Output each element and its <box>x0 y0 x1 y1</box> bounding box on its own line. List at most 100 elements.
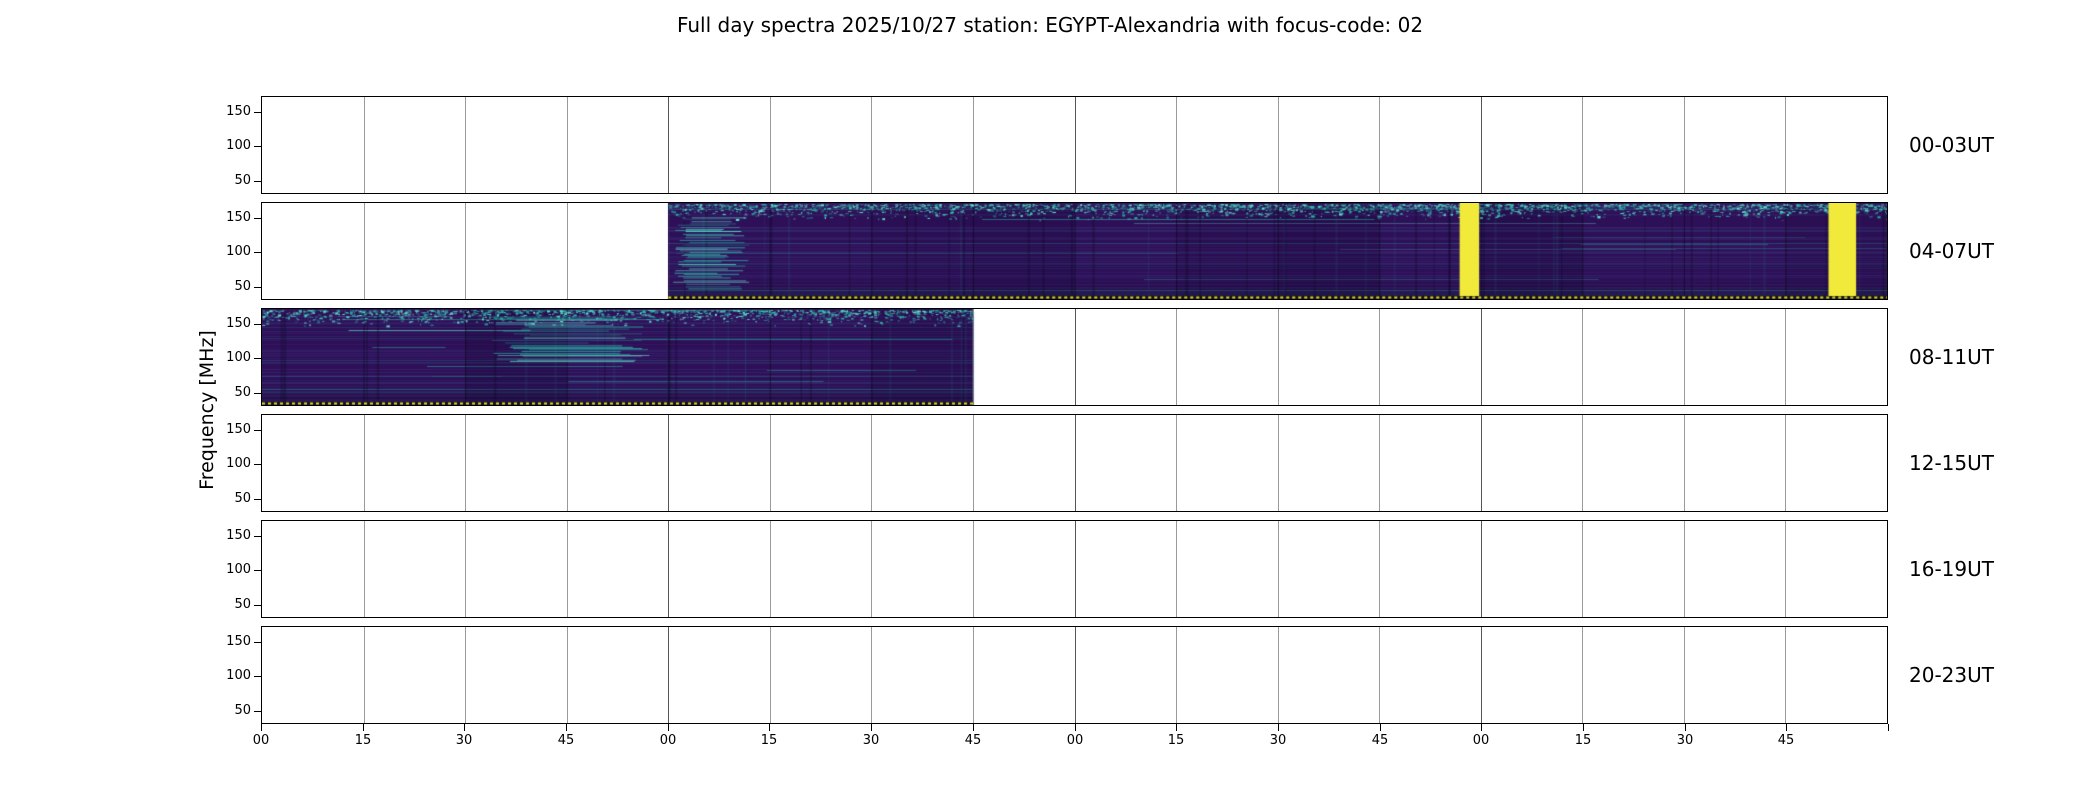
gridline-15min <box>1683 97 1685 193</box>
x-tick-label: 30 <box>1269 733 1287 748</box>
gridline-15min <box>972 415 974 511</box>
gridline-15min <box>1582 521 1584 617</box>
gridline-15min <box>1785 627 1787 723</box>
y-tick-mark <box>254 324 261 325</box>
spectra-panel-16-19UT: 150 100 50 16-19UT <box>226 520 1994 618</box>
y-tick-mark <box>254 146 261 147</box>
x-tick-mark <box>769 724 770 731</box>
x-tick-label: 00 <box>252 733 270 748</box>
x-tick-label: 15 <box>1574 733 1592 748</box>
gridline-15min <box>871 521 873 617</box>
y-tick-mark <box>254 605 261 606</box>
gridline-15min <box>1683 415 1685 511</box>
gridline-15min <box>1582 627 1584 723</box>
gridline-15min <box>1785 97 1787 193</box>
gridline-15min <box>566 521 568 617</box>
x-tick-mark <box>1380 724 1381 731</box>
gridline-15min <box>465 97 467 193</box>
y-tick-mark <box>254 676 261 677</box>
y-tick-mark <box>254 499 261 500</box>
y-tick-label: 50 <box>234 279 251 294</box>
gridline-15min <box>1176 627 1178 723</box>
gridline-15min <box>566 97 568 193</box>
gridline-hour <box>1074 521 1076 617</box>
spectra-panel-12-15UT: 150 100 50 12-15UT <box>226 414 1994 512</box>
gridline-15min <box>1176 415 1178 511</box>
gridline-15min <box>1379 521 1381 617</box>
gridline-hour <box>668 521 670 617</box>
gridline-15min <box>769 415 771 511</box>
x-tick-label: 15 <box>760 733 778 748</box>
gridline-15min <box>1683 521 1685 617</box>
row-label-00-03UT: 00-03UT <box>1909 133 1994 157</box>
gridline-hour <box>1074 627 1076 723</box>
y-tick-label: 150 <box>226 634 251 649</box>
spectrogram-08-11UT <box>262 309 1887 405</box>
y-tick-label: 100 <box>226 350 251 365</box>
x-tick-label: 30 <box>862 733 880 748</box>
spectrogram-04-07UT <box>262 203 1887 299</box>
x-tick-mark <box>973 724 974 731</box>
x-tick-mark <box>363 724 364 731</box>
y-tick-mark <box>254 393 261 394</box>
row-label-12-15UT: 12-15UT <box>1909 451 1994 475</box>
gridline-15min <box>1277 415 1279 511</box>
gridline-15min <box>871 627 873 723</box>
y-tick-mark <box>254 430 261 431</box>
x-tick-label: 15 <box>354 733 372 748</box>
y-tick-label: 50 <box>234 703 251 718</box>
gridline-15min <box>465 415 467 511</box>
y-tick-label: 100 <box>226 456 251 471</box>
y-tick-mark <box>254 218 261 219</box>
y-tick-label: 100 <box>226 244 251 259</box>
x-tick-mark <box>1278 724 1279 731</box>
gridline-15min <box>769 521 771 617</box>
gridline-15min <box>363 415 365 511</box>
y-tick-label: 150 <box>226 316 251 331</box>
gridline-15min <box>1176 97 1178 193</box>
gridline-15min <box>871 415 873 511</box>
x-tick-label: 45 <box>964 733 982 748</box>
x-tick-label: 00 <box>1472 733 1490 748</box>
y-tick-mark <box>254 112 261 113</box>
y-tick-mark <box>254 287 261 288</box>
x-tick-mark <box>1176 724 1177 731</box>
x-tick-mark <box>261 724 262 731</box>
y-tick-mark <box>254 570 261 571</box>
x-tick-mark <box>1481 724 1482 731</box>
y-tick-label: 150 <box>226 528 251 543</box>
x-tick-label: 00 <box>659 733 677 748</box>
gridline-15min <box>1277 97 1279 193</box>
y-tick-label: 100 <box>226 562 251 577</box>
gridline-15min <box>363 627 365 723</box>
gridline-15min <box>972 97 974 193</box>
gridline-hour <box>668 415 670 511</box>
x-tick-mark <box>1685 724 1686 731</box>
x-tick-mark <box>1075 724 1076 731</box>
gridline-15min <box>972 627 974 723</box>
x-tick-mark <box>1786 724 1787 731</box>
x-tick-label: 15 <box>1167 733 1185 748</box>
gridline-15min <box>1683 627 1685 723</box>
y-tick-mark <box>254 358 261 359</box>
gridline-15min <box>769 97 771 193</box>
y-tick-label: 100 <box>226 138 251 153</box>
gridline-hour <box>1480 415 1482 511</box>
y-tick-label: 50 <box>234 385 251 400</box>
y-tick-label: 150 <box>226 104 251 119</box>
gridline-hour <box>668 627 670 723</box>
x-tick-mark <box>668 724 669 731</box>
y-tick-label: 50 <box>234 597 251 612</box>
gridline-15min <box>363 521 365 617</box>
gridline-15min <box>1277 521 1279 617</box>
x-tick-label: 45 <box>557 733 575 748</box>
y-tick-label: 50 <box>234 491 251 506</box>
y-tick-label: 100 <box>226 668 251 683</box>
gridline-15min <box>1277 627 1279 723</box>
y-tick-mark <box>254 642 261 643</box>
gridline-15min <box>769 627 771 723</box>
gridline-hour <box>1480 521 1482 617</box>
y-tick-mark <box>254 252 261 253</box>
